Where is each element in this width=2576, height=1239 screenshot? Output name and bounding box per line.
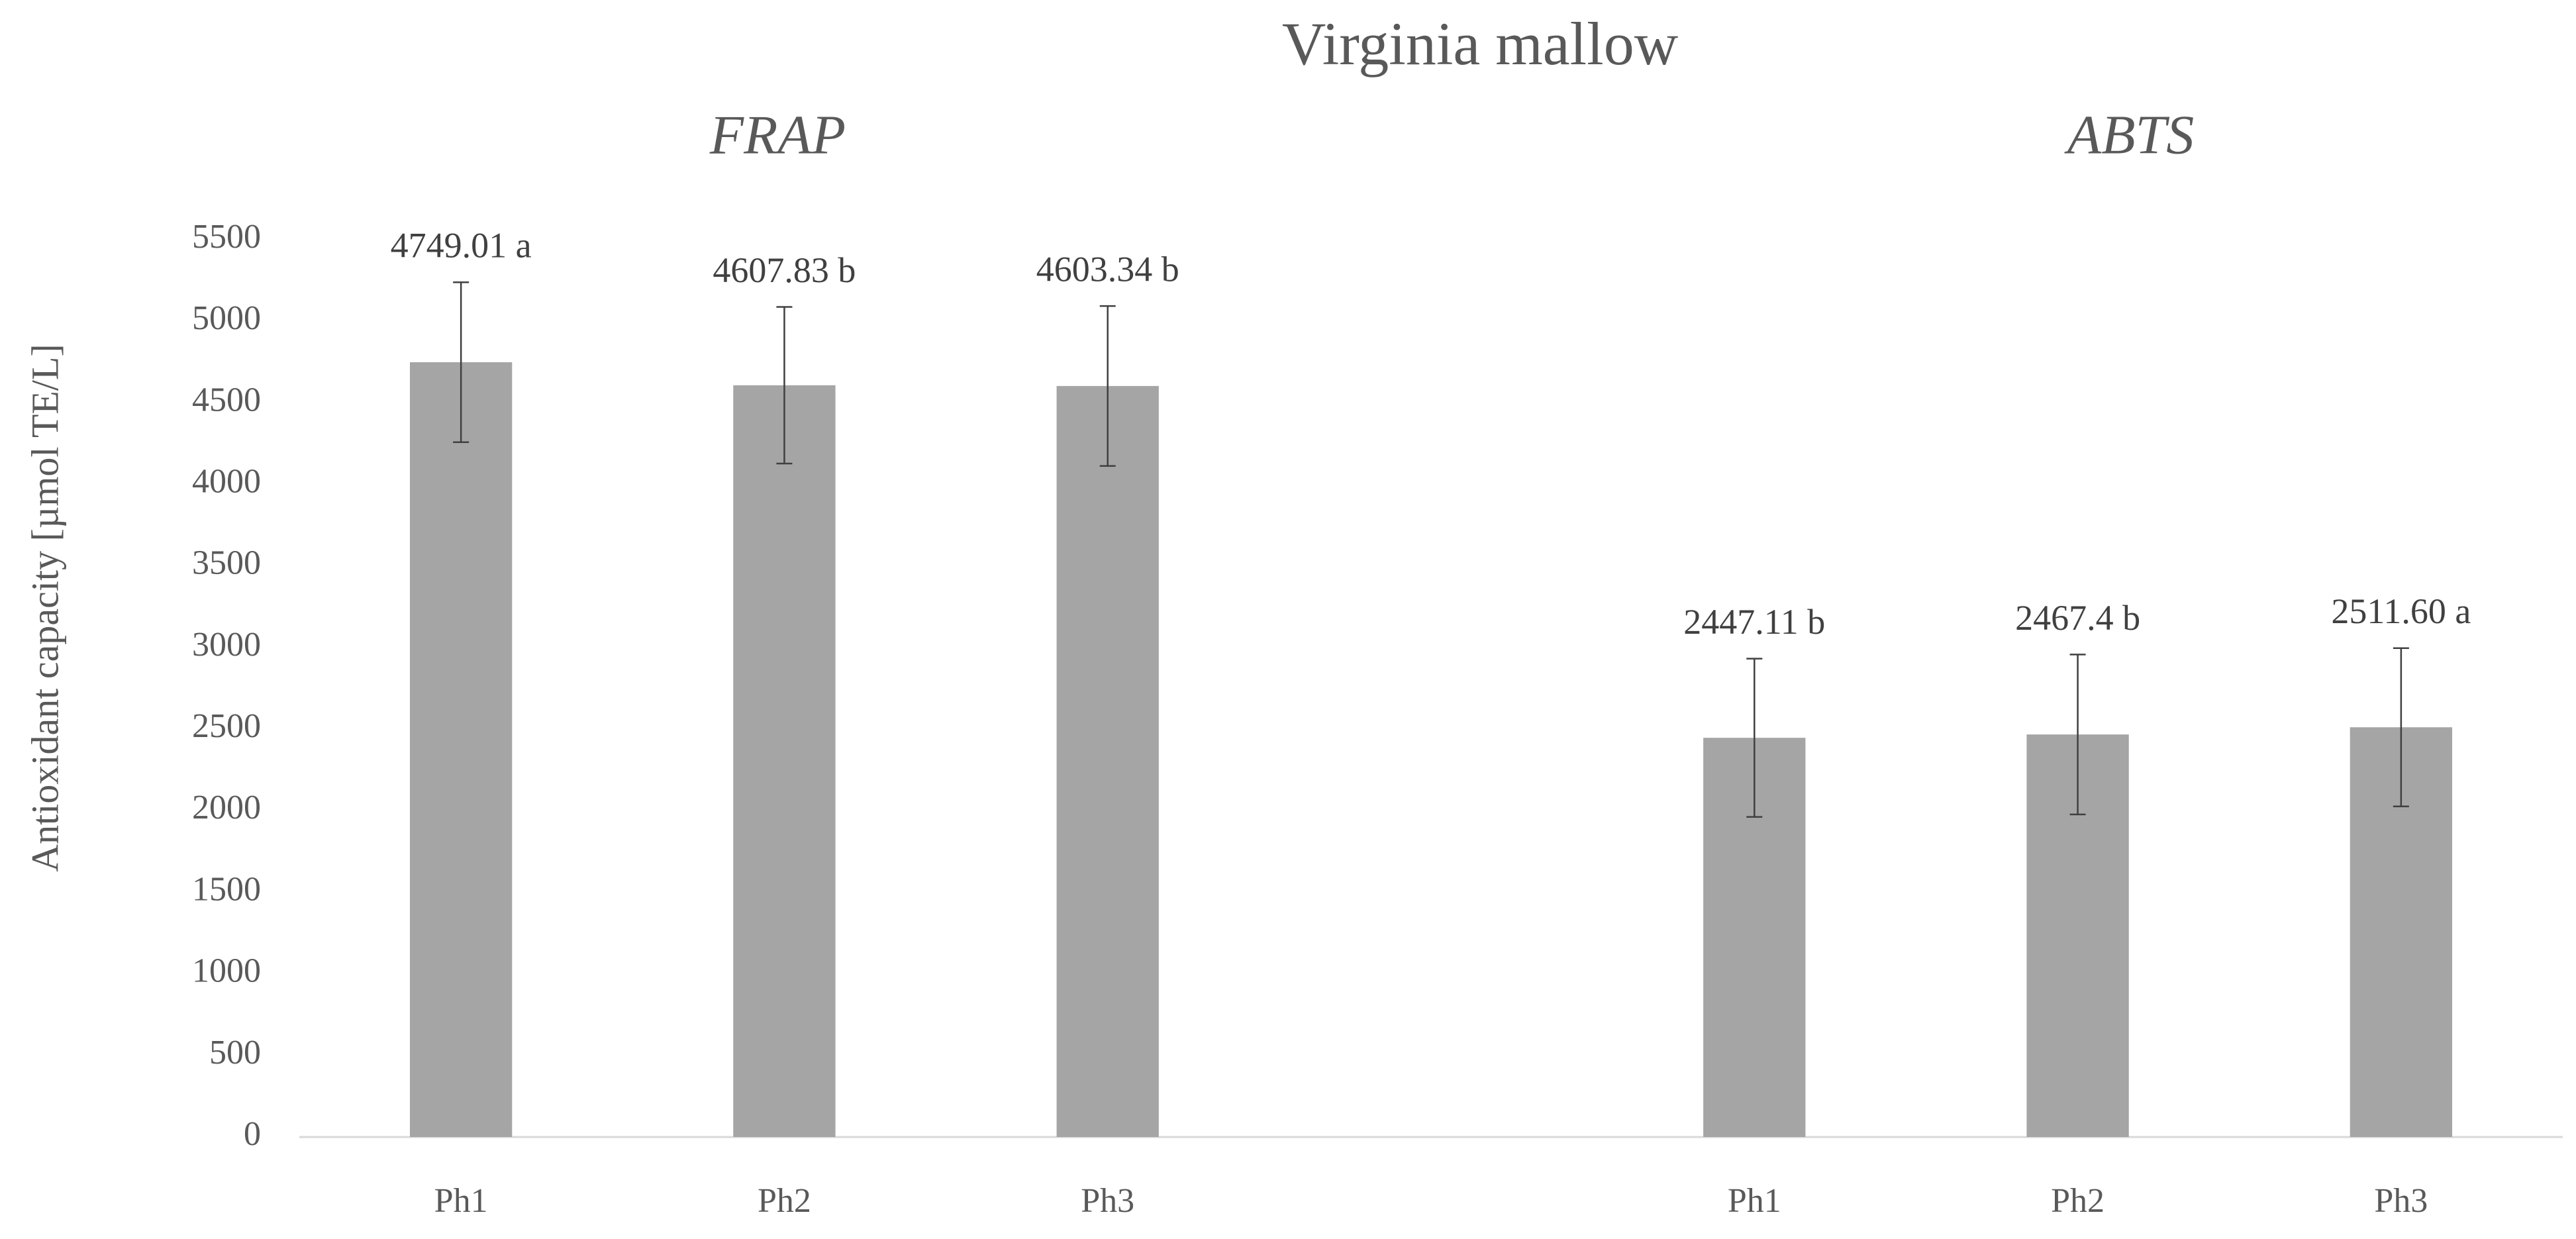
x-tick-label: Ph1 xyxy=(1728,1182,1781,1220)
group-label: ABTS xyxy=(2064,104,2194,166)
y-tick-label: 1000 xyxy=(192,952,261,990)
value-label: 2467.4 b xyxy=(2015,598,2140,638)
y-tick-label: 3000 xyxy=(192,626,261,664)
y-tick-label: 2500 xyxy=(192,707,261,745)
y-tick-label: 2000 xyxy=(192,789,261,826)
y-tick-label: 500 xyxy=(209,1034,261,1071)
value-label: 4603.34 b xyxy=(1036,250,1179,289)
value-label: 4749.01 a xyxy=(391,226,532,266)
group-label: FRAP xyxy=(709,104,846,166)
y-tick-label: 1500 xyxy=(192,870,261,908)
x-tick-label: Ph1 xyxy=(434,1182,488,1220)
y-tick-label: 5000 xyxy=(192,299,261,337)
y-axis-label: Antioxidant capacity [µmol TE/L] xyxy=(23,344,66,871)
y-tick-label: 4000 xyxy=(192,462,261,500)
y-tick-label: 5500 xyxy=(192,218,261,256)
value-label: 2511.60 a xyxy=(2331,591,2471,631)
chart-title: Virginia mallow xyxy=(1282,10,1679,77)
x-tick-label: Ph3 xyxy=(2374,1182,2428,1220)
y-tick-label: 4500 xyxy=(192,381,261,419)
x-tick-label: Ph2 xyxy=(758,1182,811,1220)
x-tick-label: Ph2 xyxy=(2051,1182,2105,1220)
x-tick-label: Ph3 xyxy=(1081,1182,1134,1220)
bar xyxy=(733,385,836,1137)
value-label: 4607.83 b xyxy=(713,250,856,290)
y-tick-label: 3500 xyxy=(192,544,261,582)
value-label: 2447.11 b xyxy=(1683,602,1825,642)
y-tick-label: 0 xyxy=(244,1115,261,1153)
bar xyxy=(409,362,513,1137)
bar xyxy=(1056,385,1159,1137)
